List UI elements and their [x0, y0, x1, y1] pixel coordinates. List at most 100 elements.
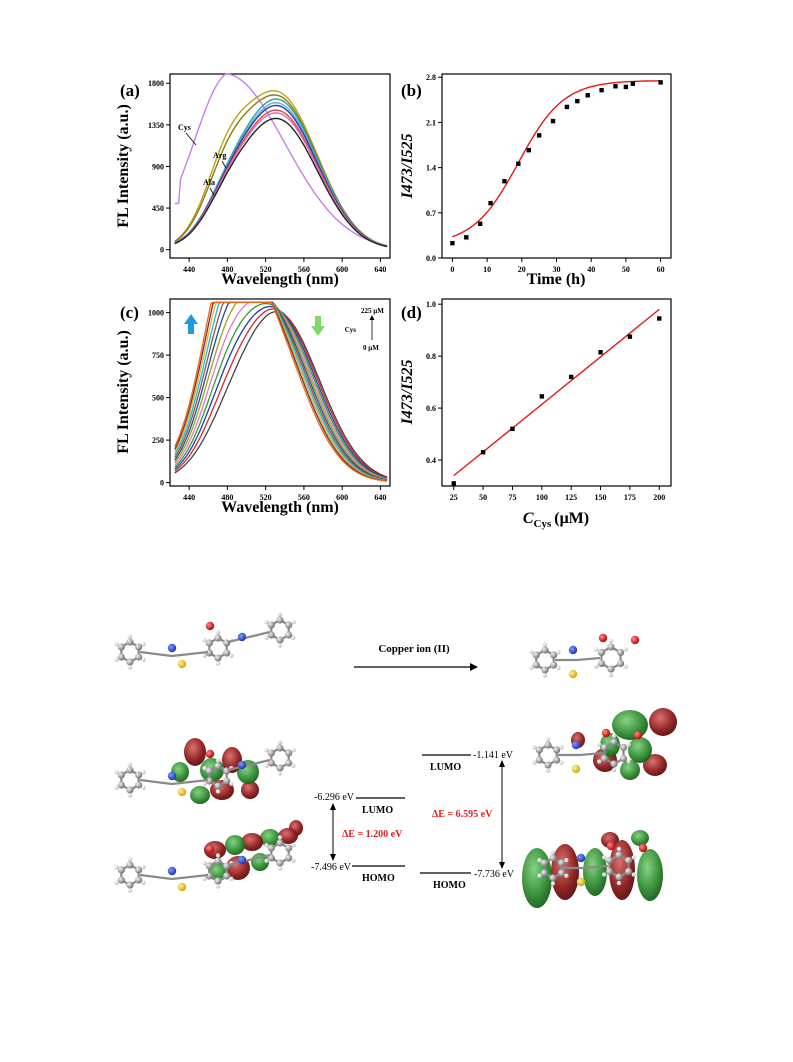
mol-right-lumo-ring1-c-3: [535, 746, 543, 754]
mol-right-homo-ring1-h-4: [550, 850, 556, 855]
mol-left-homo-ring1-h-1: [127, 888, 133, 893]
x-tick-label-b-0: 0: [450, 265, 454, 274]
mol-left-homo-ring2-c-5: [223, 862, 231, 870]
y-tick-label-a-4: 1800: [148, 79, 164, 88]
mol-left-ring2-h-1: [215, 661, 221, 666]
mol-left-ring1-c-2: [117, 653, 125, 661]
mol-right-homo-ring2-h-4: [616, 846, 622, 852]
mol-right-lumo-ring2-h-5: [626, 742, 631, 747]
mol-right-homo-ring2-c-2: [605, 867, 614, 876]
mol-left-lumo-ring1-c-2: [117, 781, 125, 789]
mol-right-lumo-ring2-h-4: [611, 733, 617, 739]
mol-right-ring2-h-4: [608, 638, 614, 644]
mol-left-lumo-ring3-c-3: [267, 749, 275, 757]
mol-left-lumo-ring2-h-0: [229, 781, 234, 786]
mol-left-ring2-h-4: [215, 630, 221, 635]
annotation-cys-arrow: [185, 132, 197, 146]
x-tick-label-d-3: 100: [536, 493, 548, 502]
lobe-right-lumo-1: [649, 708, 677, 736]
mol-left-ring1-h-2: [114, 657, 119, 662]
ylabel-b-text: I473/I525: [399, 134, 416, 200]
data-point-b-7: [536, 133, 542, 138]
spectrum-c-8: [174, 301, 388, 482]
mol-left-lumo-ring1-h-0: [141, 785, 146, 790]
mol-left-homo-ring2-h-3: [202, 861, 207, 866]
mol-left-ring3-h-5: [291, 620, 296, 625]
molecule-product: [529, 633, 640, 679]
mol-left-lumo-s1: [177, 787, 187, 797]
ticks-d: 25 50 75 100 125 150 175 200 0.4 0.6 0.8 1.0: [426, 300, 665, 502]
right-gap-arrow-top: [499, 760, 505, 767]
plot-frame-d: [441, 298, 672, 487]
mol-right-lumo-ring1-h-3: [532, 745, 537, 750]
mol-left-homo-ring1-c-5: [135, 866, 143, 874]
y-tick-label-d-3: 1.0: [426, 300, 436, 309]
mol-right-lumo-ring1-h-1: [545, 768, 551, 773]
lobe-left-lumo-6: [241, 781, 259, 799]
mol-right-ring2-c-3: [597, 648, 606, 657]
lobe-left-homo-1: [225, 835, 245, 855]
mol-right-homo-ring1-c-3: [540, 859, 548, 867]
annotation-ala-arrow: [209, 187, 215, 196]
x-tick-label-b-1: 10: [483, 265, 491, 274]
mol-left-homo-link3: [227, 853, 271, 867]
lobe-left-homo-6: [208, 863, 228, 881]
mol-right-homo-ring2-h-0: [631, 872, 636, 877]
mol-right-ring1-c-4: [541, 646, 549, 654]
annotation-cys: Cys: [178, 123, 191, 132]
data-point-d-1: [480, 450, 486, 455]
y-tick-label-b-0: 0.0: [426, 254, 436, 263]
mol-right-lumo-ring2-c-3: [600, 743, 609, 752]
spectrum-a-2: [174, 94, 388, 247]
mol-left-lumo-link1: [139, 778, 173, 786]
mol-right-lumo-ring2-h-2: [597, 759, 602, 764]
mol-left-lumo-ring3-c-5: [285, 749, 293, 757]
data-point-d-4: [568, 374, 574, 380]
data-point-b-15: [630, 81, 636, 86]
mol-left-homo-ring3-c-1: [276, 859, 284, 867]
mol-right-homo-ring2-c-3: [605, 856, 614, 865]
ylabel-c: FL Intensity (a.u.): [115, 330, 132, 454]
mol-right-lumo-ring1-c-5: [553, 746, 561, 754]
panel-a: (a) 440 480 520 560 600 640 0 450 900 1350 1800 Wa…: [115, 73, 391, 288]
mol-left-lumo-o1: [205, 749, 215, 759]
mol-right-o1: [598, 633, 608, 643]
mol-left-link2: [171, 650, 209, 658]
mol-left-ring1-c-4: [126, 638, 134, 646]
mol-left-ring1-h-5: [141, 642, 146, 647]
mol-right-homo-n1: [576, 853, 586, 863]
data-point-b-12: [599, 87, 604, 93]
x-tick-label-d-5: 150: [595, 493, 607, 502]
x-tick-label-d-4: 125: [565, 493, 577, 502]
y-tick-label-a-0: 0: [160, 246, 164, 255]
x-tick-label-a-4: 600: [336, 265, 348, 274]
mol-left-homo-ring3-h-1: [277, 866, 283, 871]
mol-right-homo-link2: [584, 864, 609, 870]
right-lumo-energy: -1.141 eV: [473, 750, 514, 761]
mol-right-lumo-o2: [633, 730, 643, 740]
y-tick-label-d-0: 0.4: [426, 456, 436, 465]
data-point-d-0: [451, 481, 456, 486]
lobe-right-lumo-0: [612, 710, 648, 740]
y-tick-label-a-2: 900: [152, 162, 164, 171]
lobe-left-lumo-0: [184, 738, 206, 766]
y-tick-label-a-1: 450: [152, 204, 164, 213]
mol-right-ring1-h-3: [529, 650, 534, 655]
y-tick-label-d-2: 0.8: [426, 352, 436, 361]
mol-left-lumo-ring2-h-1: [215, 789, 221, 794]
x-tick-label-a-0: 440: [183, 265, 195, 274]
up-arrow-icon: [184, 314, 198, 334]
mol-right-lumo-ring1-h-4: [545, 737, 551, 742]
ticks-a: 440 480 520 560 600 640 0 450 900 1350 1800: [148, 79, 386, 274]
mol-left-ring3-c-3: [267, 621, 275, 629]
x-tick-label-c-0: 440: [183, 493, 195, 502]
mol-left-ring2-c-0: [223, 649, 231, 657]
mol-right-ring2-c-4: [607, 643, 615, 651]
mol-left-lumo-ring3-h-1: [277, 771, 283, 776]
mol-right-ring2-c-0: [616, 659, 625, 668]
mol-right-homo-ring2-c-5: [624, 856, 633, 865]
mol-left-lumo-ring2-h-2: [202, 781, 207, 786]
mol-left-lumo-ring2-h-4: [215, 758, 221, 763]
ylabel-a: FL Intensity (a.u.): [115, 104, 132, 228]
reaction-arrow-head: [470, 663, 478, 671]
